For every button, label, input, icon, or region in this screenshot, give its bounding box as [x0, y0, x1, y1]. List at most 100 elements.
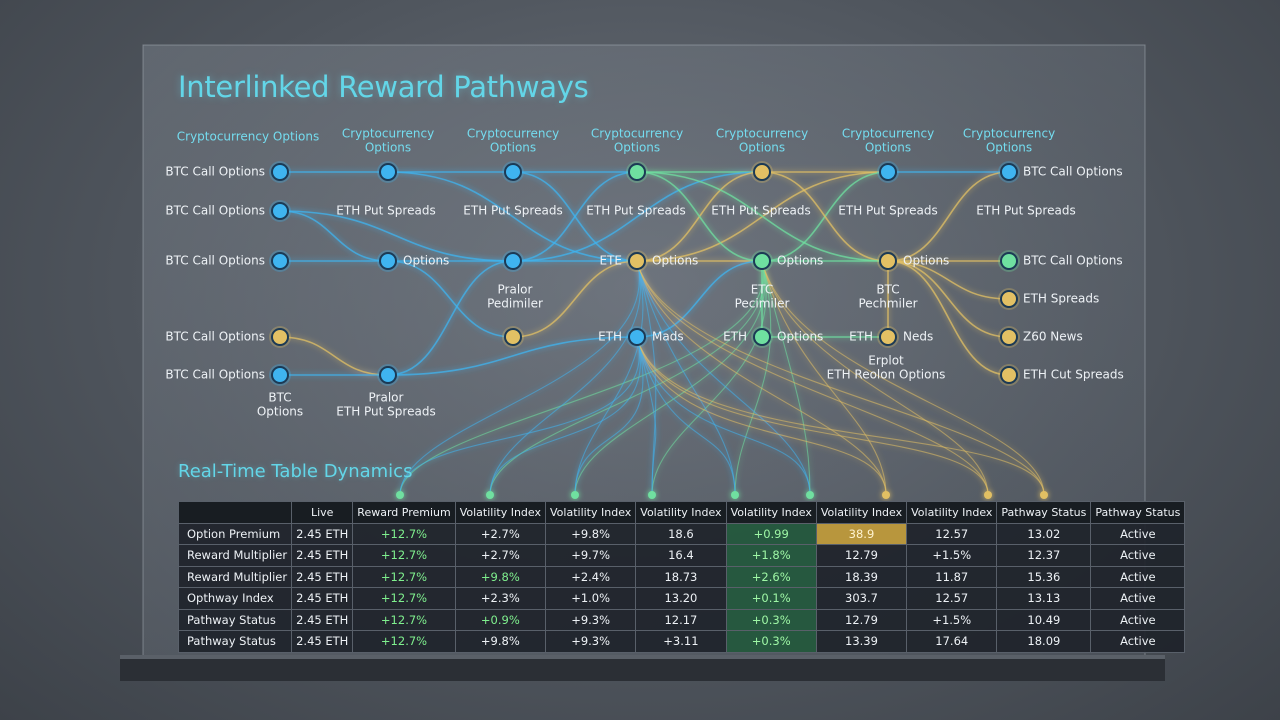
- data-beam: [636, 260, 811, 496]
- column-header-cell: Reward Premium: [352, 501, 456, 524]
- node-label: BTC Call Options: [1023, 254, 1123, 268]
- table-cell: +2.3%: [454, 587, 547, 610]
- node: [879, 252, 897, 270]
- table-cell: 13.13: [996, 587, 1092, 610]
- table-cell: Reward Multiplier: [177, 544, 293, 567]
- node-label: Options: [257, 405, 303, 419]
- stand-edge: [120, 655, 1165, 659]
- data-beam: [574, 260, 766, 496]
- table-cell: Active: [1090, 587, 1186, 610]
- node-label: ETH: [849, 330, 873, 344]
- data-beam: [636, 260, 1045, 496]
- column-header-cell: Volatility Index: [815, 501, 908, 524]
- column-header-cell: Volatility Index: [454, 501, 547, 524]
- pathway-link: [387, 336, 638, 376]
- stand: [120, 655, 1165, 681]
- data-beam: [761, 260, 887, 496]
- data-beam: [636, 336, 989, 496]
- column-header: Options: [614, 141, 660, 155]
- pathway-link: [887, 171, 1010, 262]
- column-header-cell: Pathway Status: [1090, 501, 1186, 524]
- node-label: Options: [403, 254, 449, 268]
- data-beam: [761, 260, 989, 496]
- pathway-link: [761, 171, 889, 262]
- node: [271, 252, 289, 270]
- node: [628, 328, 646, 346]
- node-label: ETH Cut Spreads: [1023, 368, 1124, 382]
- table-row: Option Premium 2.45 ETH +12.7% +2.7% +9.8% 18…: [177, 522, 1186, 545]
- table-cell: +2.6%: [725, 565, 817, 588]
- data-beam: [574, 260, 644, 496]
- table-row: Reward Multiplier 2.45 ETH +12.7% +2.7% +9.7…: [177, 544, 1186, 567]
- table-cell: +0.3%: [725, 630, 817, 653]
- table-cell: +9.8%: [544, 522, 637, 545]
- node-label: Erplot: [868, 354, 904, 368]
- column-header: Options: [986, 141, 1032, 155]
- node: [379, 366, 397, 384]
- table-cell: +12.7%: [352, 522, 456, 545]
- node: [271, 163, 289, 181]
- node-label: BTC: [876, 283, 899, 297]
- beam-anchor: [571, 491, 579, 499]
- node: [379, 252, 397, 270]
- node-label: Mads: [652, 330, 684, 344]
- table-row: Pathway Status 2.45 ETH +12.7% +9.8% +9.3% +3…: [177, 630, 1186, 653]
- table-cell: Active: [1090, 544, 1186, 567]
- node-label: Pralor: [498, 283, 533, 297]
- pathway-link: [636, 171, 763, 262]
- pathway-link: [887, 260, 1010, 300]
- pathway-link: [279, 210, 514, 262]
- table-cell: 303.7: [815, 587, 908, 610]
- data-beam: [636, 260, 887, 496]
- table-cell: 12.17: [635, 608, 727, 631]
- column-header-cell: Volatility Index: [906, 501, 998, 524]
- column-header-cell: Pathway Status: [996, 501, 1092, 524]
- table-cell: +12.7%: [352, 587, 456, 610]
- column-header-cell: Live: [291, 501, 354, 524]
- node-label: BTC Call Options: [165, 330, 265, 344]
- pathway-link: [887, 260, 1010, 376]
- data-beam: [636, 336, 736, 496]
- table-cell: 2.45 ETH: [291, 565, 354, 588]
- table-cell: +0.1%: [725, 587, 817, 610]
- table-cell: +1.5%: [906, 544, 998, 567]
- column-header: Cryptocurrency: [591, 127, 683, 141]
- beam-anchor: [1040, 491, 1048, 499]
- node: [504, 252, 522, 270]
- data-table: Live Reward Premium Volatility Index Volati…: [177, 501, 1186, 653]
- node-label: BTC: [268, 391, 291, 405]
- column-header: Options: [739, 141, 785, 155]
- node-label: ETE: [600, 254, 623, 268]
- table-cell: 18.6: [635, 522, 727, 545]
- node: [504, 328, 522, 346]
- table-cell: 2.45 ETH: [291, 587, 354, 610]
- table-cell: 10.49: [996, 608, 1092, 631]
- node: [753, 163, 771, 181]
- node-label: Z60 News: [1023, 330, 1083, 344]
- node-label: BTC Call Options: [165, 368, 265, 382]
- table-cell: 12.79: [815, 544, 908, 567]
- table-cell: +0.99: [725, 522, 817, 545]
- table-cell: 18.39: [815, 565, 908, 588]
- beam-anchor: [806, 491, 814, 499]
- pathway-link: [512, 260, 638, 338]
- table-cell: Active: [1090, 522, 1186, 545]
- table-cell: Active: [1090, 630, 1186, 653]
- node: [753, 252, 771, 270]
- node: [271, 366, 289, 384]
- table-row: Pathway Status 2.45 ETH +12.7% +0.9% +9.3% 12…: [177, 608, 1186, 631]
- table-cell: Opthway Index: [177, 587, 293, 610]
- data-beam: [399, 260, 640, 496]
- data-beam: [636, 336, 887, 496]
- table-cell: 11.87: [906, 565, 998, 588]
- node-label: Pralor: [369, 391, 404, 405]
- data-beam: [489, 336, 641, 496]
- node-label: Options: [777, 254, 823, 268]
- node: [879, 163, 897, 181]
- node-label: Pedimiler: [487, 297, 543, 311]
- data-beam: [651, 260, 767, 496]
- data-beam: [574, 336, 644, 496]
- beam-anchor: [486, 491, 494, 499]
- table-cell: 12.57: [906, 522, 998, 545]
